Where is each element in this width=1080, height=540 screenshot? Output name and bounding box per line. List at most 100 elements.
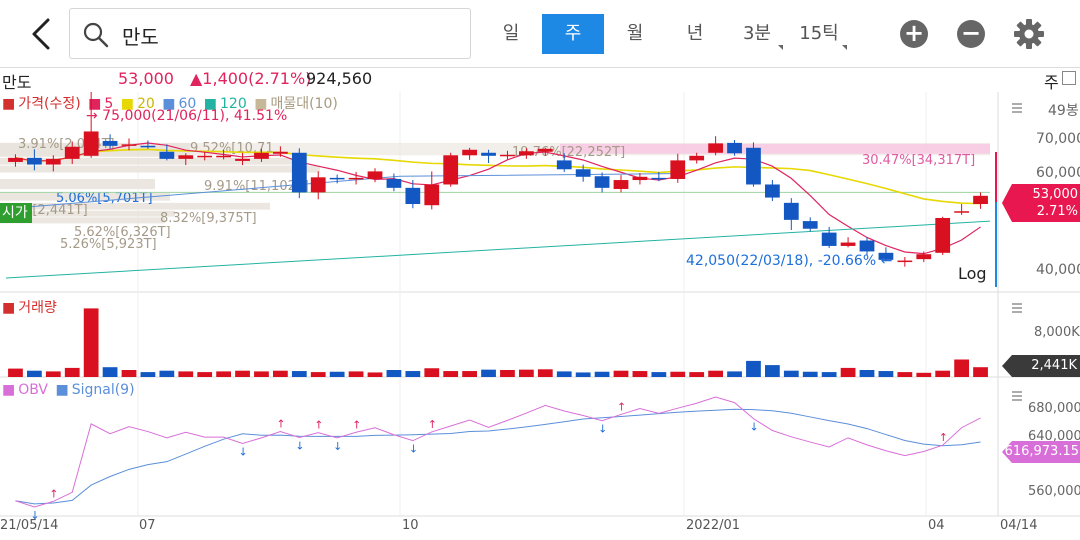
candle (121, 138, 137, 151)
volume-profile-text: 5.62%[6,326T] (74, 225, 171, 240)
volume-bar (273, 370, 288, 377)
volume-bar (821, 372, 837, 377)
panel-menu-icon (1012, 391, 1022, 401)
volume-bar (8, 368, 23, 377)
candle (859, 237, 875, 255)
buy-signal-arrow: ↑ (49, 487, 58, 500)
volume-tag: 2,441K (1002, 355, 1080, 377)
volume-bar (481, 369, 496, 377)
signal-series-label: Signal(9) (71, 382, 135, 398)
period-tab-day[interactable]: 일 (502, 23, 520, 44)
back-arrow-icon[interactable] (24, 14, 60, 54)
candle (310, 171, 326, 200)
period-tab-15tick[interactable]: 15틱 (799, 23, 839, 44)
candle (802, 217, 818, 232)
volume-profile-text: 8.32%[9,375T] (160, 211, 257, 226)
settings-gear-icon[interactable] (1012, 17, 1046, 51)
volume-profile-bar (0, 178, 155, 190)
volume-profile-text: 5.26%[5,923T] (60, 237, 157, 252)
candle (765, 180, 780, 202)
obv-tag: 616,973.15 (1002, 441, 1080, 463)
candle (500, 150, 515, 160)
x-axis-label: 07 (139, 518, 156, 533)
price-series-label: 가격(수정) (18, 96, 81, 112)
search-value: 만도 (122, 25, 159, 49)
candle (254, 148, 269, 162)
pct-tag-value: 2.71% (1036, 204, 1078, 219)
ma5-label: 5 (104, 96, 114, 112)
candle (519, 148, 534, 159)
candle (973, 192, 988, 209)
candle (27, 149, 42, 171)
candle (102, 134, 118, 149)
open-price-badge: 시가 (0, 203, 32, 223)
stock-chart[interactable]: 3.91%[2,074T] 9.52%[10,719.91%[11,102T]5.… (0, 92, 1080, 540)
ma120-label: 120 (220, 96, 247, 112)
candle (386, 173, 402, 192)
candle (405, 180, 421, 209)
ma20-label: 20 (136, 96, 155, 112)
signal-line (15, 408, 981, 505)
volume-unit: 주 (1044, 73, 1059, 92)
candle (935, 216, 951, 255)
volume-bar (83, 308, 99, 377)
period-tab-week[interactable]: 주 (542, 14, 604, 54)
panel-menu-icon (1012, 303, 1022, 313)
period-tab-3min[interactable]: 3분 (742, 23, 771, 44)
volume-profile-bar (0, 192, 170, 201)
ma120-line (5, 220, 991, 279)
volume-bar (45, 371, 61, 377)
volume-bar (216, 371, 231, 377)
volume-bar (632, 371, 648, 377)
volume-profile-bar (0, 157, 300, 165)
candle (746, 142, 761, 187)
candle (878, 247, 894, 262)
candle (481, 149, 496, 163)
period-tab-month[interactable]: 월 (626, 23, 644, 44)
candle (594, 172, 610, 193)
candle (140, 140, 156, 149)
ma60-label: 60 (178, 96, 197, 112)
log-scale-label[interactable]: Log (958, 264, 987, 283)
quote-summary: 만도 53,000 ▲1,400(2.71%) 924,560 주 (0, 68, 1080, 92)
expand-box-icon[interactable] (1062, 71, 1076, 85)
search-input[interactable]: 만도 (69, 8, 471, 59)
zoom-in-button[interactable]: + (900, 20, 928, 48)
candle (64, 141, 80, 165)
volume-bar (367, 372, 383, 377)
panel-menu-icon (1012, 103, 1022, 113)
buy-signal-arrow: ↑ (617, 400, 626, 413)
volume-bar (235, 370, 250, 377)
buy-signal-arrow: ↑ (428, 418, 437, 431)
volume-axis-label: 8,000K (1034, 325, 1080, 340)
volume-bar (651, 372, 667, 377)
dropdown-corner-icon (842, 45, 847, 50)
candle (632, 173, 648, 185)
volume-bar (348, 371, 364, 377)
volume-series-label: 거래량 (18, 300, 57, 316)
volume-bar (613, 370, 629, 377)
volume-profile-bar (560, 143, 990, 154)
candle (348, 171, 364, 185)
volume-bar (802, 371, 818, 377)
candle (462, 147, 477, 160)
buy-signal-arrow: ↑ (314, 419, 323, 432)
stock-name: 만도 (2, 73, 32, 92)
volume-bar (708, 370, 723, 377)
volume-bar (765, 365, 780, 377)
candle (8, 154, 23, 167)
dropdown-corner-icon (778, 45, 783, 50)
volume-bar (594, 371, 610, 377)
candle (537, 147, 553, 156)
sell-signal-arrow: ↓ (598, 423, 607, 436)
candle (556, 153, 572, 172)
zoom-out-button[interactable]: − (957, 20, 985, 48)
candle (916, 251, 932, 262)
period-tab-year[interactable]: 년 (686, 23, 704, 44)
buy-signal-arrow: ↑ (939, 431, 948, 444)
volume-bar (916, 372, 932, 377)
obv-axis-label: 560,000 (1028, 484, 1080, 499)
x-axis-label: 10 (402, 518, 419, 533)
volume-bar (159, 370, 175, 377)
volume-bar (954, 359, 969, 377)
